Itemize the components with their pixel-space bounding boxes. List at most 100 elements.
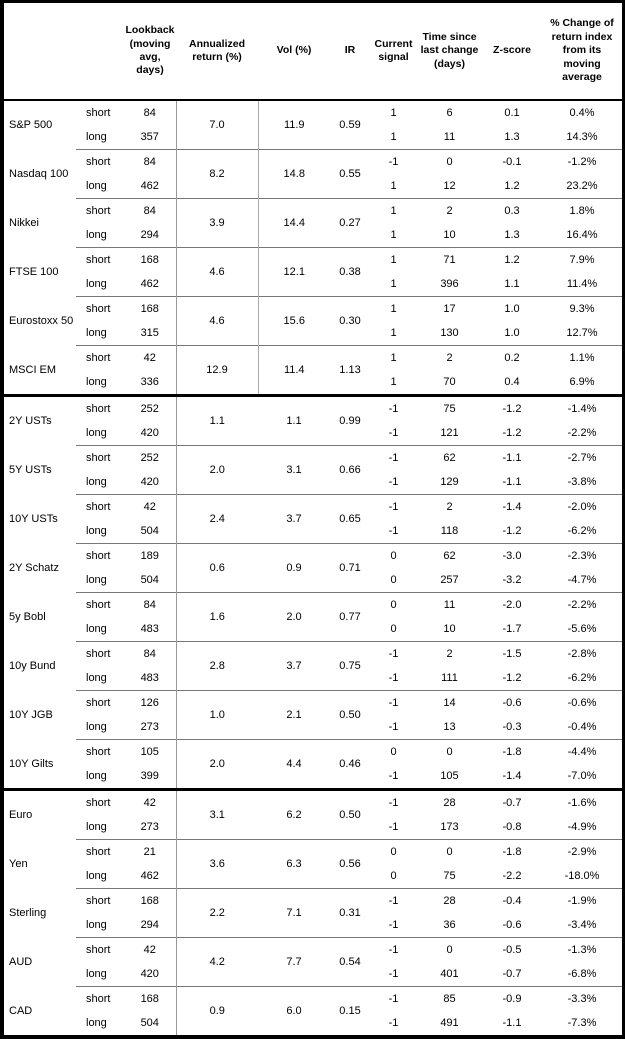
signal-value: -1 bbox=[388, 770, 399, 782]
ir-value: 0.56 bbox=[330, 839, 370, 889]
zscore-value: 1.2 bbox=[504, 180, 520, 192]
ir-value: 0.15 bbox=[330, 986, 370, 1035]
zscore-value: 1.3 bbox=[504, 131, 520, 143]
ir-value: 0.54 bbox=[330, 937, 370, 987]
asset-group-row: Nasdaq 100 short 84 8.2 14.8 0.55 -1 0 -0.1 -1.2% bbox=[4, 149, 622, 199]
lookback-value: 252 bbox=[124, 394, 177, 421]
horizon-label: long bbox=[86, 1017, 107, 1029]
lookback-value: 462 bbox=[124, 174, 177, 199]
vol-value: 11.9 bbox=[283, 119, 305, 131]
asset-group-row: long 399 -1 105 -1.4 -7.0% bbox=[4, 764, 622, 790]
lookback-value: 420 bbox=[124, 470, 177, 495]
ir-value: 0.50 bbox=[330, 788, 370, 840]
horizon-label: long bbox=[86, 870, 107, 882]
pct-change-value: -4.4% bbox=[542, 739, 622, 764]
annualized-return-value: 4.2 bbox=[176, 937, 258, 987]
asset-name: Eurostoxx 50 bbox=[9, 315, 74, 327]
table-header: Lookback (moving avg, days) Annualized r… bbox=[4, 3, 622, 101]
asset-name: 5Y USTs bbox=[9, 464, 52, 476]
lookback-value: 84 bbox=[124, 641, 177, 666]
pct-change-value: -1.6% bbox=[542, 788, 622, 815]
days-since-change-value: 85 bbox=[417, 986, 482, 1011]
signal-value: 1 bbox=[370, 296, 417, 321]
horizon-label: long bbox=[86, 821, 107, 833]
pct-change-value: -5.6% bbox=[567, 623, 597, 635]
lookback-value: 84 bbox=[124, 100, 177, 125]
annualized-return-value: 2.0 bbox=[176, 739, 258, 790]
asset-group-row: Sterling short 168 2.2 7.1 0.31 -1 28 -0.4 -1.9% bbox=[4, 888, 622, 938]
lookback-value: 273 bbox=[124, 815, 177, 840]
asset-group-row: long 504 0 257 -3.2 -4.7% bbox=[4, 568, 622, 593]
days-since-change-value: 6 bbox=[446, 107, 453, 119]
pct-change-value: -2.3% bbox=[542, 543, 622, 568]
asset-name: MSCI EM bbox=[9, 363, 57, 376]
signal-value: 0 bbox=[370, 739, 417, 764]
pct-change-value: -7.0% bbox=[567, 770, 597, 782]
horizon-label: short bbox=[76, 986, 124, 1011]
lookback-value: 168 bbox=[124, 247, 177, 272]
signal-value: 1 bbox=[370, 198, 417, 223]
signal-value: -1 bbox=[388, 672, 399, 684]
lookback-value: 84 bbox=[124, 198, 177, 223]
horizon-label: short bbox=[86, 107, 111, 119]
asset-group-row: long 315 1 130 1.0 12.7% bbox=[4, 321, 622, 346]
zscore-value: 0.4 bbox=[504, 376, 520, 388]
zscore-value: -1.2 bbox=[502, 427, 522, 439]
signal-value: 1 bbox=[390, 229, 397, 241]
horizon-label: short bbox=[76, 888, 124, 913]
pct-change-value: -2.7% bbox=[542, 445, 622, 470]
signal-value: 1 bbox=[390, 107, 397, 119]
pct-change-value: -1.4% bbox=[542, 394, 622, 421]
zscore-value: -0.9 bbox=[482, 986, 542, 1011]
pct-change-value: -0.4% bbox=[567, 721, 597, 733]
annualized-return-value: 12.9 bbox=[176, 345, 259, 396]
signal-value: -1 bbox=[370, 937, 417, 962]
zscore-value: -1.1 bbox=[502, 1017, 522, 1029]
signal-value: -1 bbox=[370, 690, 417, 715]
days-since-change-value: 118 bbox=[440, 525, 459, 537]
horizon-label: short bbox=[76, 345, 124, 370]
annualized-return-value: 1.1 bbox=[176, 394, 258, 446]
lookback-value: 42 bbox=[124, 788, 177, 815]
lookback-value: 273 bbox=[124, 715, 177, 740]
horizon-label: long bbox=[86, 131, 107, 143]
pct-change-value: -3.4% bbox=[567, 919, 597, 931]
asset-group-row: S&P 500 short 84 7.0 11.9 0.59 1 6 0.1 0.4% bbox=[4, 100, 622, 150]
days-since-change-value: 0 bbox=[417, 149, 482, 174]
zscore-value: -3.0 bbox=[482, 543, 542, 568]
lookback-value: 168 bbox=[124, 888, 177, 913]
asset-group-row: 5y Bobl short 84 1.6 2.0 0.77 0 11 -2.0 -2.2% bbox=[4, 592, 622, 642]
horizon-label: long bbox=[86, 721, 107, 733]
asset-name: 10Y USTs bbox=[9, 513, 58, 525]
horizon-label: long bbox=[86, 525, 107, 537]
horizon-label: long bbox=[86, 180, 107, 192]
days-since-change-value: 70 bbox=[443, 376, 456, 388]
asset-name: Sterling bbox=[9, 907, 47, 919]
zscore-value: -3.2 bbox=[502, 574, 522, 586]
asset-name: S&P 500 bbox=[9, 119, 53, 132]
signal-value: -1 bbox=[388, 525, 399, 537]
signal-value: 1 bbox=[390, 131, 397, 143]
zscore-value: -1.1 bbox=[502, 476, 522, 488]
lookback-value: 168 bbox=[124, 986, 177, 1011]
horizon-label: short bbox=[76, 149, 124, 174]
vol-value: 6.0 bbox=[258, 986, 330, 1035]
days-since-change-value: 257 bbox=[440, 574, 459, 586]
signal-value: 1 bbox=[390, 278, 397, 290]
days-since-change-value: 2 bbox=[417, 198, 482, 223]
annualized-return-value: 0.6 bbox=[176, 543, 258, 593]
asset-group-row: Eurostoxx 50 short 168 4.6 15.6 0.30 1 17 1.0 9.3… bbox=[4, 296, 622, 346]
vol-value: 11.4 bbox=[258, 345, 330, 396]
asset-group-row: Euro short 42 3.1 6.2 0.50 -1 28 -0.7 -1.6% bbox=[4, 788, 622, 840]
ir-value: 0.75 bbox=[330, 641, 370, 691]
signal-value: 1 bbox=[390, 180, 397, 192]
asset-group-row: long 420 -1 129 -1.1 -3.8% bbox=[4, 470, 622, 495]
horizon-label: short bbox=[76, 494, 124, 519]
signal-value: 0 bbox=[370, 543, 417, 568]
pct-change-value: -4.9% bbox=[567, 821, 597, 833]
asset-group-row: CAD short 168 0.9 6.0 0.15 -1 85 -0.9 -3.3% bbox=[4, 986, 622, 1035]
zscore-value: -0.7 bbox=[482, 788, 542, 815]
momentum-signals-table: Lookback (moving avg, days) Annualized r… bbox=[4, 3, 622, 1035]
signal-value: -1 bbox=[370, 888, 417, 913]
